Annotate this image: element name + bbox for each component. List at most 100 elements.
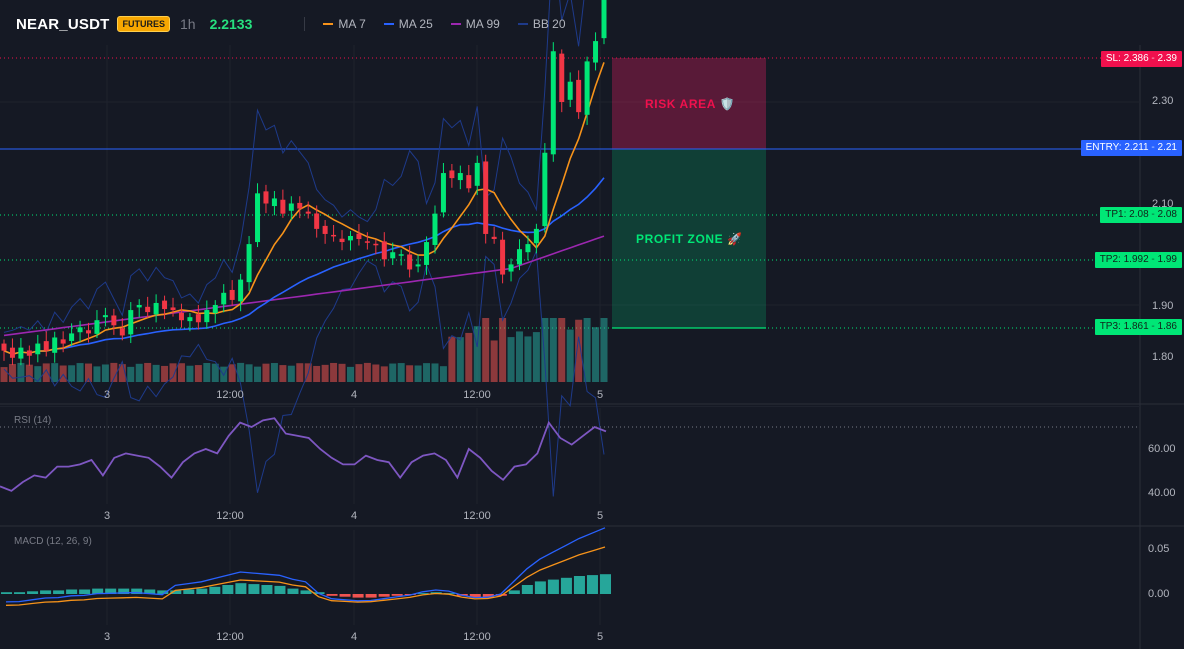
candle-body — [508, 264, 514, 272]
ma7-line — [3, 62, 605, 356]
symbol-name[interactable]: NEAR_USDT — [16, 15, 110, 33]
volume-bar — [532, 332, 540, 382]
candle-body — [483, 161, 489, 234]
candle-body — [26, 350, 32, 356]
rsi-line — [0, 417, 607, 492]
chart-header: NEAR_USDT FUTURES 1h 2.2133 MA 7 MA 25 M… — [16, 14, 576, 34]
futures-badge: FUTURES — [117, 16, 170, 32]
volume-bar — [389, 363, 397, 382]
volume-bar — [380, 366, 388, 382]
macd-histogram-bar — [417, 593, 429, 595]
candle-body — [432, 213, 438, 245]
candle-body — [170, 307, 176, 311]
candle-body — [390, 252, 396, 259]
rsi-time-label: 5 — [596, 510, 604, 522]
candle-body — [297, 202, 303, 209]
candle-body — [457, 173, 463, 181]
macd-histogram-bar — [209, 586, 221, 594]
candle-body — [339, 238, 345, 243]
macd-histogram-bar — [365, 594, 377, 598]
ma99-swatch — [450, 23, 461, 25]
volume-bar — [575, 319, 583, 382]
candle-body — [69, 333, 75, 341]
legend-ma25[interactable]: MA 25 — [383, 17, 433, 31]
candle-body — [271, 198, 277, 207]
macd-histogram-bar — [274, 585, 286, 594]
macd-histogram-bar — [79, 589, 91, 594]
macd-histogram-bar — [157, 590, 169, 594]
macd-histogram-bar — [27, 591, 39, 594]
candle-body — [381, 241, 387, 260]
candle-body — [60, 339, 66, 344]
macd-histogram-bar — [248, 584, 260, 594]
macd-histogram-bar — [300, 590, 312, 594]
volume-bar — [592, 327, 600, 382]
tp3-label: TP3: 1.861 — [1099, 321, 1149, 332]
tp1-tag[interactable]: TP1: 2.08 - 2.08 — [1100, 207, 1182, 223]
macd-histogram-bar — [40, 590, 52, 594]
macd-time-label: 3 — [103, 631, 111, 643]
sl-tag[interactable]: SL: 2.386 - 2.39 — [1100, 51, 1182, 67]
macd-histogram-bar — [287, 588, 299, 594]
volume-bar — [541, 318, 549, 382]
candle-body — [43, 341, 49, 351]
candle-body — [415, 264, 421, 267]
tp3-tag[interactable]: TP3: 1.861 - 1.86 — [1094, 319, 1182, 335]
volume-bar — [68, 365, 76, 382]
ma25-swatch — [383, 23, 394, 25]
volume-bar — [558, 318, 566, 382]
candle-body — [525, 244, 531, 253]
legend-ma7[interactable]: MA 7 — [323, 17, 366, 31]
macd-histogram-bar — [183, 589, 195, 594]
macd-time-label: 4 — [350, 631, 358, 643]
volume-bar — [118, 364, 126, 382]
profit-zone — [612, 149, 766, 328]
volume-bar — [431, 363, 439, 382]
rsi-pane-title[interactable]: RSI (14) — [14, 415, 52, 426]
volume-bar — [127, 366, 135, 382]
volume-bar — [338, 363, 346, 382]
macd-histogram-bar — [599, 574, 611, 594]
volume-bar — [583, 318, 591, 382]
macd-histogram-bar — [92, 588, 104, 594]
legend-ma99[interactable]: MA 99 — [450, 17, 500, 31]
volume-bar — [372, 364, 380, 382]
macd-signal-line — [5, 546, 606, 606]
volume-bar — [363, 362, 371, 382]
candle-body — [550, 51, 556, 155]
candle-body — [567, 81, 573, 100]
tp2-tag[interactable]: TP2: 1.992 - 1.99 — [1094, 252, 1182, 268]
candle-body — [221, 292, 227, 305]
volume-bar — [296, 363, 304, 382]
volume-bar — [270, 363, 278, 382]
legend-bb20[interactable]: BB 20 — [517, 17, 566, 31]
candle-body — [35, 343, 41, 355]
macd-histogram-bar — [14, 592, 26, 594]
volume-bar — [287, 365, 295, 382]
candle-body — [331, 234, 337, 237]
macd-pane-title[interactable]: MACD (12, 26, 9) — [14, 536, 92, 547]
candle-body — [195, 314, 201, 323]
macd-histogram-bar — [508, 590, 520, 594]
macd-histogram-bar — [105, 588, 117, 594]
candle-body — [347, 235, 353, 241]
macd-histogram-bar — [339, 594, 351, 597]
candle-body — [1, 343, 7, 351]
macd-axis-label: 0.00 — [1148, 588, 1170, 600]
candle-body — [18, 347, 24, 359]
entry-tag[interactable]: ENTRY: 2.211 - 2.21 — [1080, 140, 1182, 156]
sl-price: 2.39 — [1157, 53, 1177, 64]
sl-label: SL: 2.386 — [1105, 53, 1149, 64]
ma25-line — [3, 177, 605, 356]
macd-histogram-bar — [586, 575, 598, 594]
volume-bar — [186, 365, 194, 382]
macd-histogram-bar — [378, 594, 390, 597]
rsi-time-label: 12:00 — [463, 510, 491, 522]
candle-body — [204, 310, 210, 323]
time-axis-label: 12:00 — [216, 389, 244, 401]
interval-label[interactable]: 1h — [179, 16, 196, 32]
candle-body — [322, 225, 328, 234]
price-axis-label: 2.30 — [1152, 95, 1174, 107]
volume-bar — [355, 364, 363, 382]
